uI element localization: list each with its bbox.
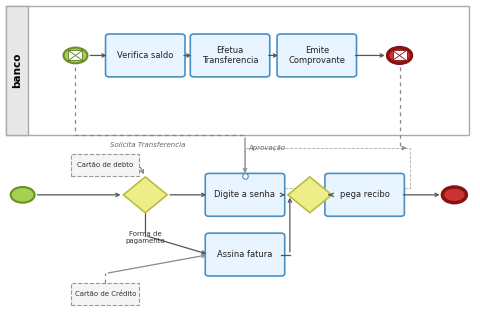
Bar bbox=[244, 148, 408, 188]
FancyBboxPatch shape bbox=[205, 233, 284, 276]
Text: pega recibo: pega recibo bbox=[339, 190, 389, 199]
FancyBboxPatch shape bbox=[105, 34, 185, 77]
Circle shape bbox=[387, 48, 411, 63]
Bar bbox=[72, 283, 139, 305]
Bar bbox=[392, 51, 406, 60]
Polygon shape bbox=[287, 177, 331, 213]
Text: Cartão de Crédito: Cartão de Crédito bbox=[74, 291, 136, 297]
FancyBboxPatch shape bbox=[190, 34, 269, 77]
Text: Cartão de debto: Cartão de debto bbox=[77, 162, 133, 168]
Bar bbox=[68, 51, 82, 60]
FancyBboxPatch shape bbox=[276, 34, 356, 77]
Text: Forma de
pagamento: Forma de pagamento bbox=[125, 231, 165, 244]
Circle shape bbox=[63, 48, 87, 63]
Text: Verifica saldo: Verifica saldo bbox=[117, 51, 173, 60]
Polygon shape bbox=[123, 177, 167, 213]
Text: Emite
Comprovante: Emite Comprovante bbox=[288, 46, 345, 65]
Text: Solicita Transferencia: Solicita Transferencia bbox=[110, 142, 185, 148]
Text: Efetua
Transferencia: Efetua Transferencia bbox=[202, 46, 258, 65]
FancyBboxPatch shape bbox=[205, 173, 284, 216]
Text: Aprovação: Aprovação bbox=[248, 145, 285, 151]
Circle shape bbox=[11, 187, 35, 203]
Circle shape bbox=[442, 187, 466, 203]
Bar bbox=[72, 154, 139, 176]
Text: banco: banco bbox=[12, 53, 22, 88]
Text: Digite a senha: Digite a senha bbox=[214, 190, 275, 199]
FancyBboxPatch shape bbox=[324, 173, 404, 216]
Bar bbox=[6, 6, 468, 135]
Bar bbox=[6, 6, 27, 135]
Text: Assina fatura: Assina fatura bbox=[217, 250, 272, 259]
